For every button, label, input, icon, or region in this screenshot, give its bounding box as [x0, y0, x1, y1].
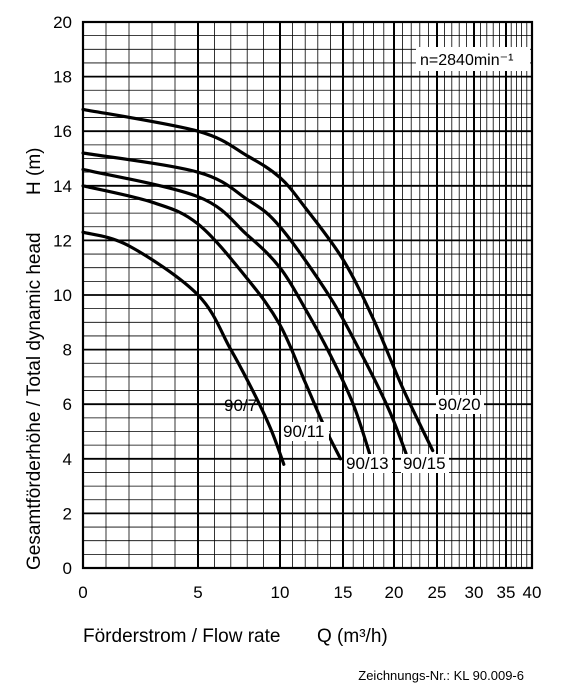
- plot-frame: [81, 20, 534, 570]
- y-tick-label: 12: [53, 231, 72, 250]
- curve-label-90-13: 90/13: [346, 454, 389, 473]
- drawing-number: Zeichnungs-Nr.: KL 90.009-6: [358, 668, 524, 683]
- curve-label-bg: [436, 395, 484, 414]
- curve-label-90-20: 90/20: [438, 395, 481, 414]
- x-tick-label: 35: [497, 583, 516, 602]
- y-tick-label: 6: [63, 395, 72, 414]
- curve-label-bg: [344, 454, 392, 473]
- x-tick-label: 25: [428, 583, 447, 602]
- y-tick-label: 10: [53, 286, 72, 305]
- x-tick-label: 20: [385, 583, 404, 602]
- y-tick-label: 18: [53, 68, 72, 87]
- y-tick-label: 2: [63, 504, 72, 523]
- x-tick-label: 30: [465, 583, 484, 602]
- curve-label-90-15: 90/15: [403, 454, 446, 473]
- curve-label-bg: [401, 454, 449, 473]
- curve-label-bg: [281, 422, 329, 441]
- speed-label-bg: [416, 47, 530, 71]
- speed-label: n=2840min⁻¹: [420, 52, 513, 69]
- x-axis-unit: Q (m³/h): [317, 626, 388, 647]
- grid: [82, 21, 533, 568]
- x-tick-label: 5: [193, 583, 202, 602]
- curves: [81, 107, 435, 466]
- x-tick-label: 40: [523, 583, 542, 602]
- y-axis-unit: H (m): [24, 148, 45, 195]
- curve-90-15: [81, 151, 408, 455]
- x-tick-label: 15: [334, 583, 353, 602]
- y-tick-label: 16: [53, 122, 72, 141]
- x-tick-label: 10: [271, 583, 290, 602]
- y-axis-title: Gesamtförderhöhe / Total dynamic head: [24, 232, 45, 570]
- y-tick-label: 14: [53, 177, 72, 196]
- curve-label-90-11: 90/11: [283, 422, 324, 441]
- x-tick-label: 0: [78, 583, 87, 602]
- labels: 0 5 10 15 20 25 30 35 40 2 4 6 8 10 12 14 16 18 20 0 90/7 90/…: [24, 13, 541, 683]
- x-axis-title: Förderstrom / Flow rate: [83, 626, 280, 647]
- curve-90-20: [81, 107, 435, 453]
- curve-90-7: [81, 230, 286, 466]
- plot-border: [81, 20, 534, 570]
- y-tick-label: 8: [63, 341, 72, 360]
- curve-90-11: [81, 184, 343, 461]
- y-tick-label: 4: [63, 450, 72, 469]
- y-tick-label: 20: [53, 13, 72, 32]
- curve-90-13: [81, 167, 372, 455]
- curve-label-90-7: 90/7: [224, 396, 257, 415]
- y-tick-label-zero: 0: [63, 559, 72, 578]
